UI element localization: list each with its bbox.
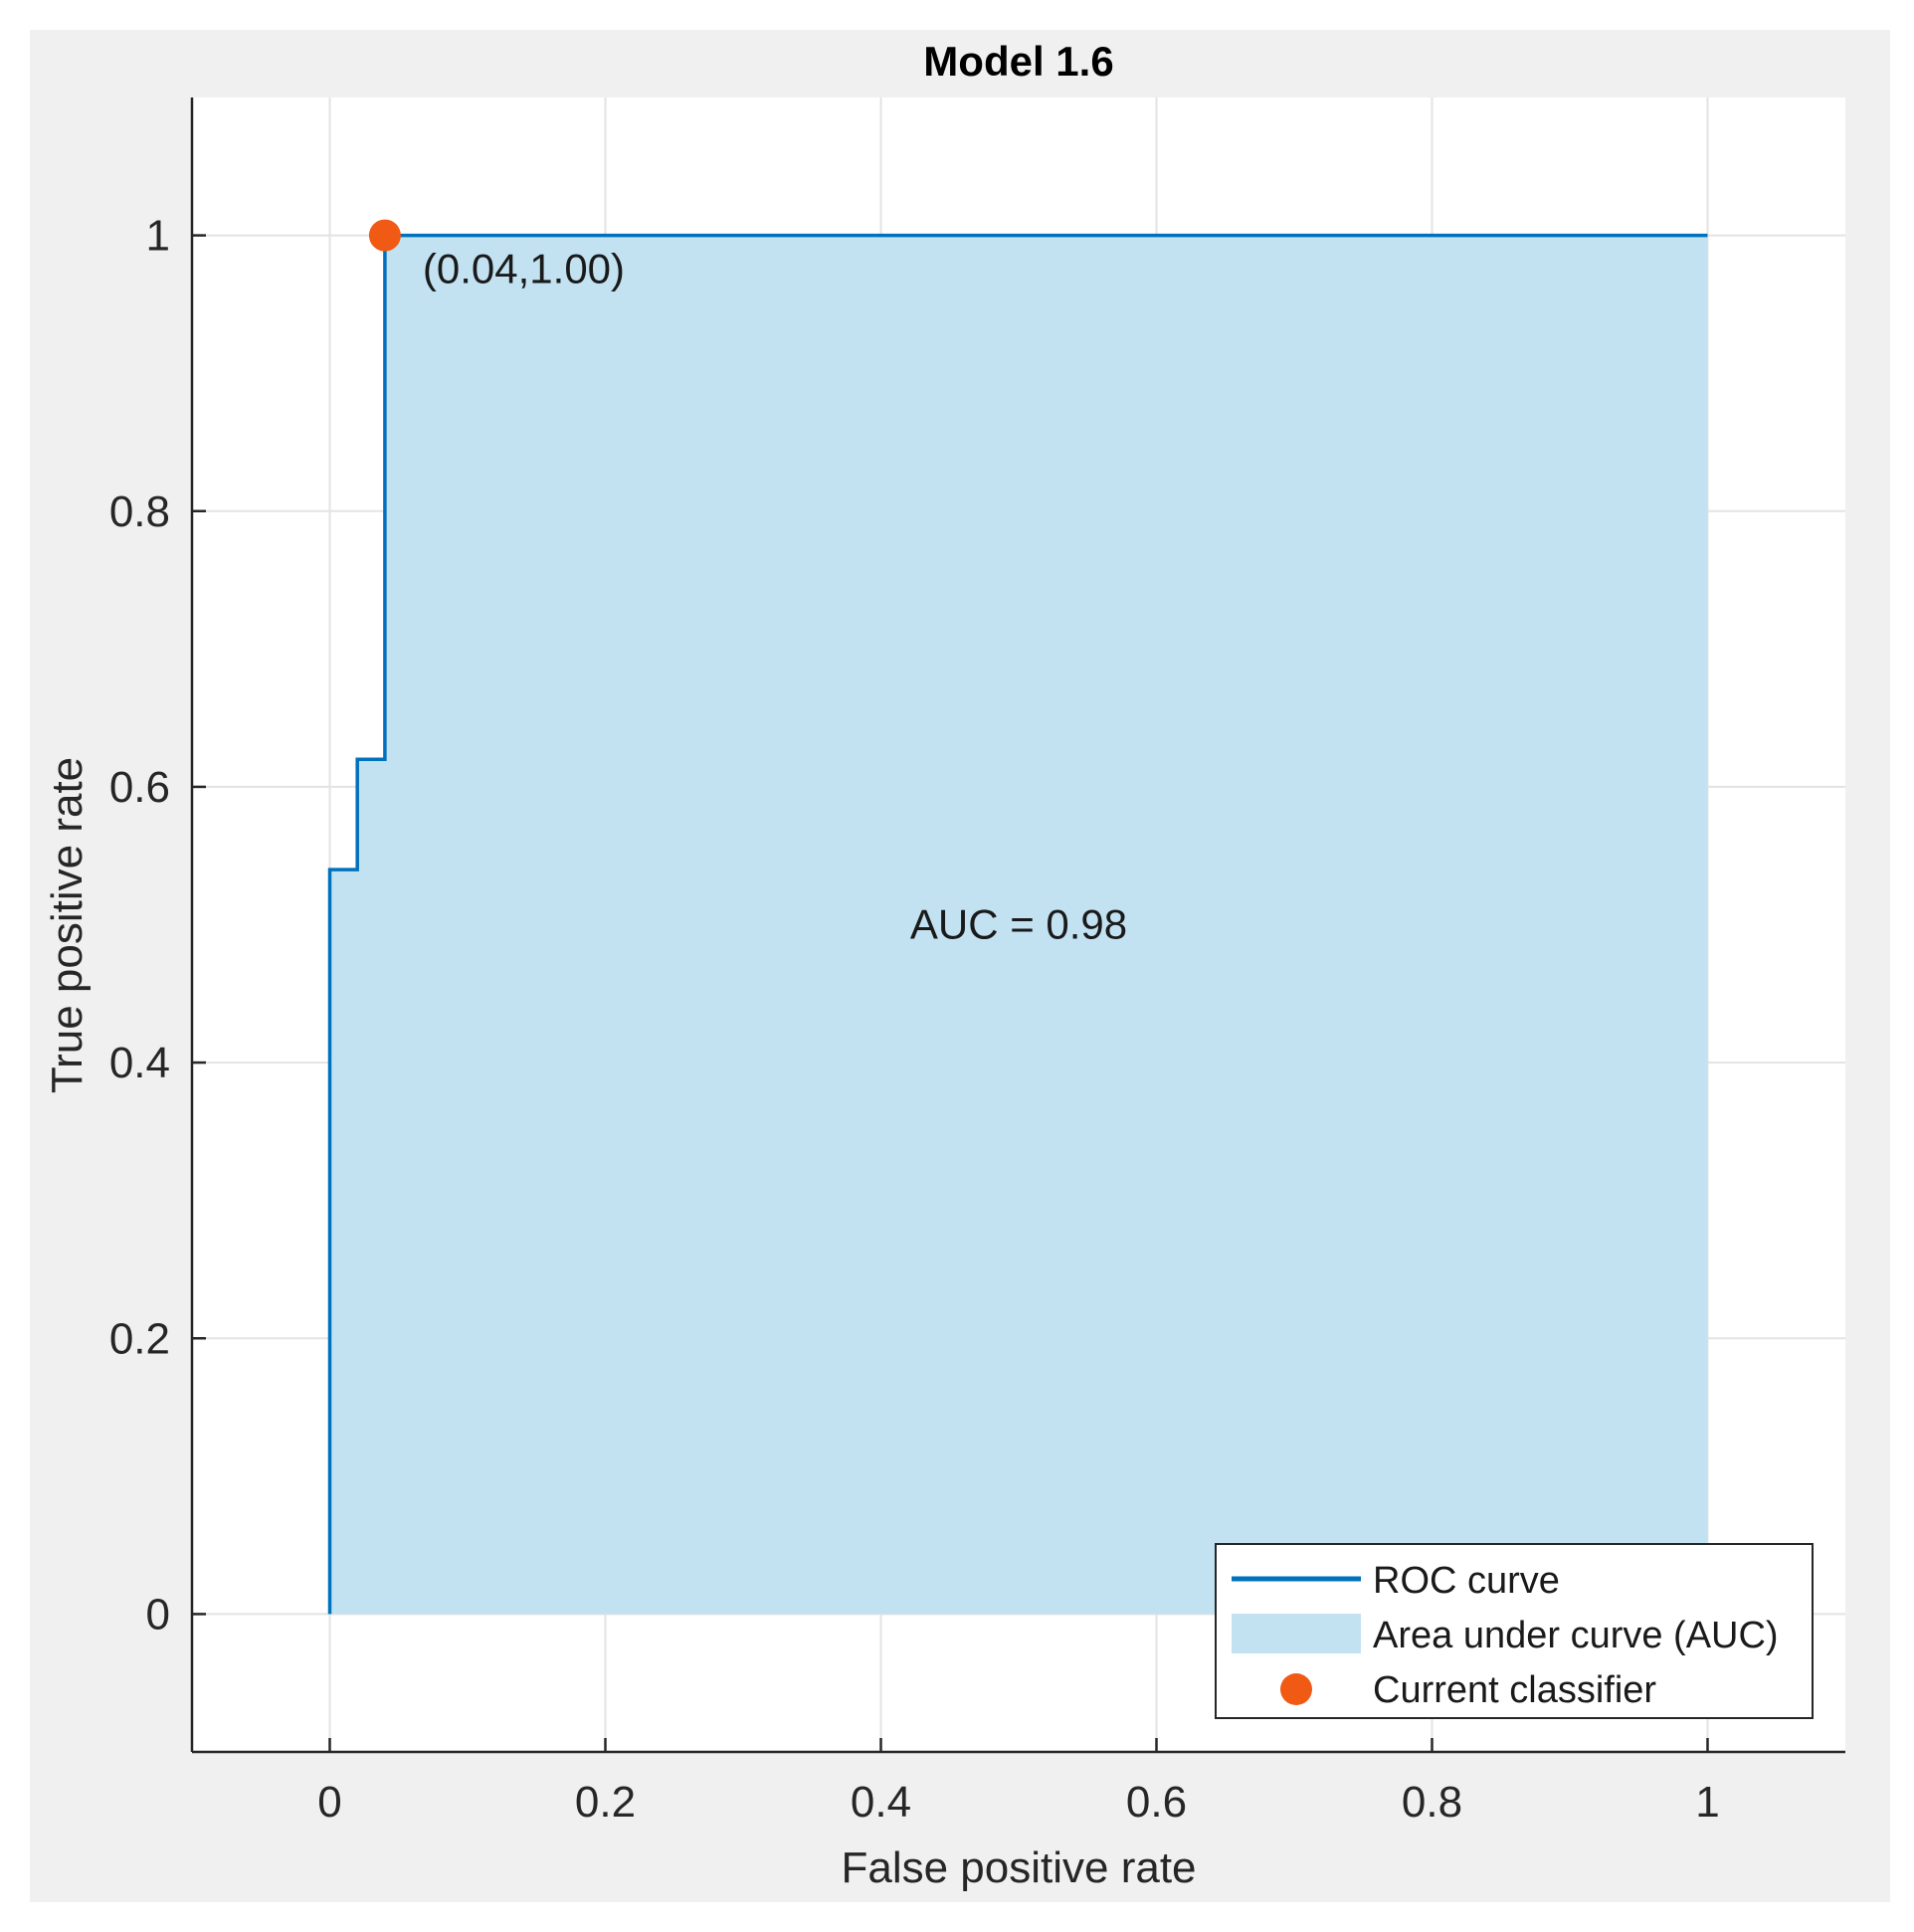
auc-annotation: AUC = 0.98 xyxy=(910,901,1127,948)
x-tick-label: 0.8 xyxy=(1402,1778,1462,1827)
current-classifier-point xyxy=(368,219,401,252)
chart-title: Model 1.6 xyxy=(923,38,1113,85)
x-tick-label: 0.2 xyxy=(575,1778,636,1827)
y-tick-label: 0.2 xyxy=(109,1314,170,1363)
legend-classifier-swatch xyxy=(1280,1673,1312,1705)
legend-area-label: Area under curve (AUC) xyxy=(1373,1615,1779,1656)
x-tick-label: 0.4 xyxy=(851,1778,911,1827)
y-tick-label: 0.6 xyxy=(109,763,170,812)
y-tick-label: 0 xyxy=(146,1590,170,1639)
y-tick-label: 1 xyxy=(146,212,170,261)
legend-area-swatch xyxy=(1232,1614,1361,1653)
x-tick-label: 0.6 xyxy=(1126,1778,1187,1827)
y-tick-label: 0.8 xyxy=(109,487,170,536)
auc-area xyxy=(329,235,1708,1615)
y-axis-label: True positive rate xyxy=(43,757,92,1093)
x-tick-label: 0 xyxy=(317,1778,341,1827)
legend: ROC curve Area under curve (AUC) Current… xyxy=(1215,1543,1814,1719)
x-tick-label: 1 xyxy=(1695,1778,1719,1827)
y-axis-ticks: 0 0.2 0.4 0.6 0.8 1 xyxy=(109,212,206,1639)
legend-roc-label: ROC curve xyxy=(1373,1560,1560,1602)
current-classifier-label: (0.04,1.00) xyxy=(423,246,625,292)
legend-classifier-label: Current classifier xyxy=(1373,1669,1656,1711)
x-axis-label: False positive rate xyxy=(841,1843,1196,1892)
x-axis-ticks: 0 0.2 0.4 0.6 0.8 1 xyxy=(317,1738,1720,1827)
y-tick-label: 0.4 xyxy=(109,1039,170,1087)
